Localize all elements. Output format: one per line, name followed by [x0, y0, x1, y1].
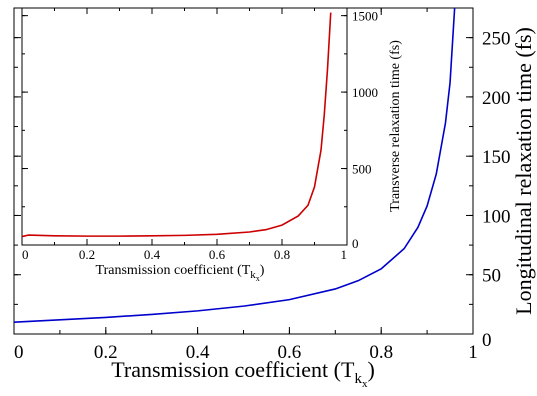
y-tick-label: 500 [352, 162, 372, 177]
x-tick-label: 0 [22, 247, 29, 262]
main-series-line [13, 7, 456, 323]
x-tick-label: 1 [468, 342, 478, 363]
y-tick-label: 150 [482, 147, 511, 168]
x-tick-label: 0 [14, 342, 24, 363]
inset-x-axis-label: Transmission coefficient (Tkx) [96, 263, 265, 283]
x-tick-label: 0.8 [369, 342, 393, 363]
main-y-axis-label: Longitudinal relaxation time (fs) [511, 27, 536, 315]
main-x-axis-label: Transmission coefficient (Tkx) [111, 357, 375, 390]
x-tick-label: 0.4 [144, 247, 161, 262]
inset-background [22, 8, 347, 245]
x-tick-label: 0.4 [186, 342, 210, 363]
y-tick-label: 250 [482, 29, 511, 50]
x-tick-label: 0.2 [79, 247, 95, 262]
main-series-group [13, 7, 456, 323]
y-tick-label: 200 [482, 88, 511, 109]
inset-y-axis-label: Transverse relaxation time (fs) [388, 40, 403, 212]
x-tick-label: 0.6 [209, 247, 226, 262]
inset-series-line [21, 12, 332, 238]
y-tick-label: 0 [352, 236, 359, 251]
y-tick-label: 1500 [352, 9, 378, 24]
x-tick-label: 0.2 [94, 342, 118, 363]
y-tick-label: 1000 [352, 85, 378, 100]
x-tick-label: 1 [341, 247, 348, 262]
y-tick-label: 50 [482, 266, 501, 287]
inset-series-group [21, 12, 332, 238]
y-tick-label: 0 [482, 330, 492, 351]
x-tick-label: 0.8 [274, 247, 290, 262]
x-tick-label: 0.6 [278, 342, 302, 363]
y-tick-label: 100 [482, 206, 511, 227]
